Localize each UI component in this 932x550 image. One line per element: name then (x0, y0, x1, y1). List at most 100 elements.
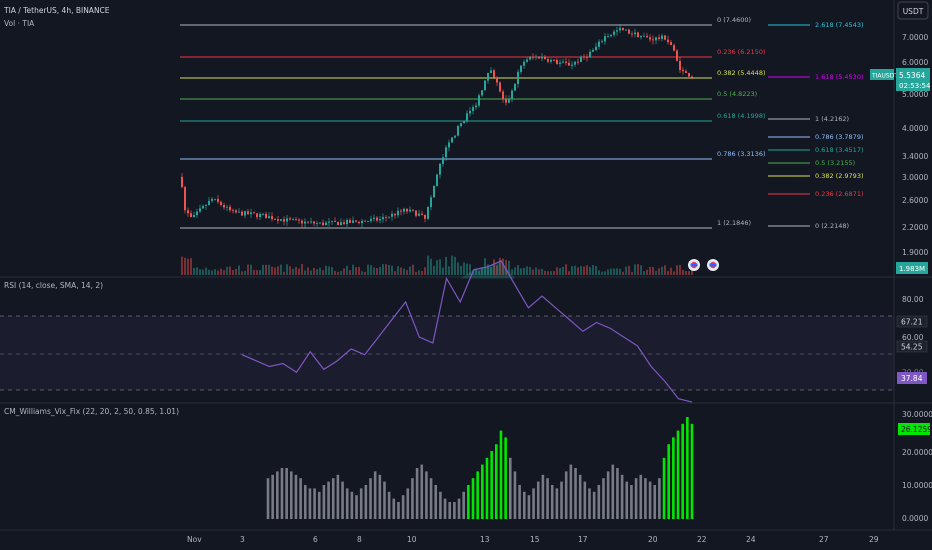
volume-bar (517, 265, 519, 275)
time-axis[interactable]: Nov 3 6 8 10 13 15 17 20 22 24 27 29 (187, 535, 879, 544)
svg-text:26.1259: 26.1259 (901, 425, 932, 434)
volume-bar (655, 270, 657, 275)
candle-body (475, 105, 477, 108)
candle-body (460, 123, 462, 127)
candle-body (673, 45, 675, 51)
candle-body (517, 71, 519, 84)
volume-bar (295, 267, 297, 275)
candle-body (400, 210, 402, 212)
candle-body (280, 219, 282, 221)
vix-bar (471, 478, 475, 519)
volume-bar (493, 259, 495, 275)
volume-bar (367, 264, 369, 275)
volume-bar (196, 267, 198, 275)
vix-bar (508, 457, 512, 519)
volume-bar (628, 265, 630, 275)
vix-bar (401, 495, 405, 519)
volume-bar (289, 266, 291, 275)
candle-body (535, 56, 537, 58)
volume-bar (283, 271, 285, 275)
candle-body (649, 37, 651, 40)
volume-bar (610, 268, 612, 275)
candle-body (607, 36, 609, 37)
candle-body (580, 56, 582, 62)
volume-legend[interactable]: Vol · TIA (4, 19, 35, 28)
fib-extension[interactable]: 2.618 (7.4543) 1.618 (5.4530) 1 (4.2162) 0.… (768, 21, 864, 230)
volume-bar (652, 267, 654, 275)
vix-legend[interactable]: CM_Williams_Vix_Fix (22, 20, 2, 50, 0.85… (4, 407, 179, 416)
vix-bar (620, 474, 624, 519)
candle-body (274, 218, 276, 220)
volume-bar (529, 267, 531, 275)
volume-bar (637, 264, 639, 275)
vix-bar (490, 451, 493, 519)
rsi-mid-tag: 54.25 (896, 340, 928, 353)
vix-bar (616, 468, 619, 519)
volume-bar (607, 269, 609, 275)
volume-bar (427, 255, 429, 275)
volume-bar (490, 267, 492, 275)
vix-bar (411, 478, 414, 519)
vix-bar (345, 488, 349, 519)
event-marker-1[interactable] (688, 259, 700, 271)
rsi-legend[interactable]: RSI (14, close, SMA, 14, 2) (4, 281, 103, 290)
volume-bar (511, 269, 513, 275)
vix-bar (420, 464, 424, 519)
event-marker-2[interactable] (707, 259, 719, 271)
vix-bar (327, 481, 330, 519)
candle-body (205, 205, 207, 206)
price-axis[interactable]: 7.0000 6.0000 5.0000 4.0000 3.4000 3.000… (902, 33, 928, 257)
candle-body (481, 90, 483, 96)
vix-bar (658, 478, 661, 519)
fib-label: 0.786 (3.3136) (717, 150, 766, 158)
vix-bar (350, 491, 354, 519)
volume-bar (577, 267, 579, 275)
candle-body (211, 198, 213, 201)
currency-button[interactable]: USDT (897, 1, 929, 20)
vix-bar (280, 468, 284, 519)
svg-text:37.84: 37.84 (901, 374, 923, 383)
volume-bar (328, 266, 330, 275)
candle-body (463, 120, 465, 124)
candle-body (472, 107, 474, 111)
candle-body (361, 220, 363, 224)
vix-axis[interactable]: 30.0000 20.0000 10.0000 0.0000 (902, 410, 932, 523)
vix-bar (546, 478, 549, 519)
volume-bars (181, 255, 693, 275)
vix-bar (266, 478, 270, 519)
last-price-tag: TIAUSDT 5.5364 02:53:54 (870, 68, 931, 91)
volume-bar (223, 270, 225, 275)
symbol-legend[interactable]: TIA / TetherUS, 4h, BINANCE (3, 6, 110, 15)
candle-body (346, 220, 348, 225)
fib-label: 0.5 (4.8223) (717, 90, 757, 98)
candle-body (268, 216, 270, 219)
vix-bar (611, 464, 615, 519)
vix-bar (518, 485, 521, 519)
volume-bar (298, 268, 300, 275)
volume-bar (232, 269, 234, 275)
symbol-tag: TIAUSDT (871, 73, 898, 80)
vix-bar (681, 423, 684, 519)
svg-text:54.25: 54.25 (901, 343, 923, 352)
candle-body (382, 217, 384, 220)
vix-bar (653, 485, 657, 519)
candle-body (490, 70, 492, 73)
vix-bar (392, 498, 396, 519)
candle-body (247, 211, 249, 215)
vix-bar (583, 481, 587, 519)
candle-body (187, 210, 189, 214)
volume-bar (229, 266, 231, 275)
volume-bar (523, 267, 525, 275)
volume-bar (211, 270, 213, 275)
vix-bar (499, 430, 503, 519)
extension-label: 1 (4.2162) (815, 115, 849, 123)
candle-body (340, 222, 342, 225)
fib-label: 0.382 (5.4448) (717, 69, 766, 77)
candle-body (355, 220, 357, 222)
vix-bar (462, 491, 465, 519)
candle-body (181, 176, 183, 188)
fib-retracement[interactable]: 0 (7.4600) 0.236 (6.2150) 0.382 (5.4448) 0.… (180, 16, 766, 229)
volume-bar (574, 265, 576, 275)
